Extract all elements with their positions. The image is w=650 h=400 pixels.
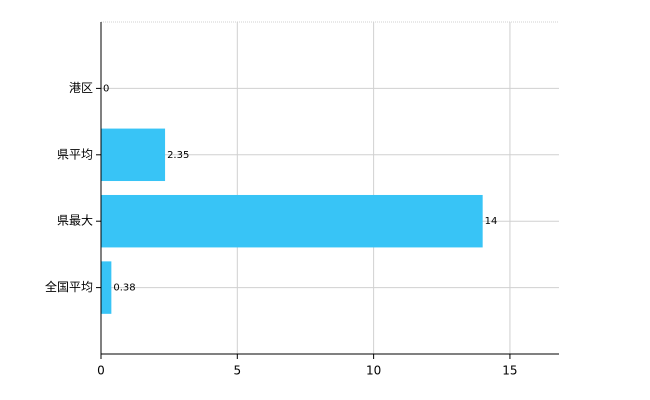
x-tick-label: 0 [97, 364, 105, 378]
bar [101, 194, 483, 248]
value-label: 2.35 [167, 150, 189, 161]
x-tick-label: 15 [502, 364, 517, 378]
y-tick-label: 県最大 [57, 214, 93, 228]
bar [101, 128, 166, 182]
value-label: 0.38 [113, 283, 135, 294]
x-tick-label: 10 [366, 364, 381, 378]
y-tick-label: 港区 [69, 81, 93, 95]
value-label: 14 [485, 216, 498, 227]
value-label: 0 [103, 83, 109, 94]
bar [101, 261, 112, 314]
y-tick-label: 全国平均 [45, 279, 93, 294]
y-tick-label: 県平均 [57, 147, 93, 161]
x-tick-label: 5 [233, 364, 241, 378]
